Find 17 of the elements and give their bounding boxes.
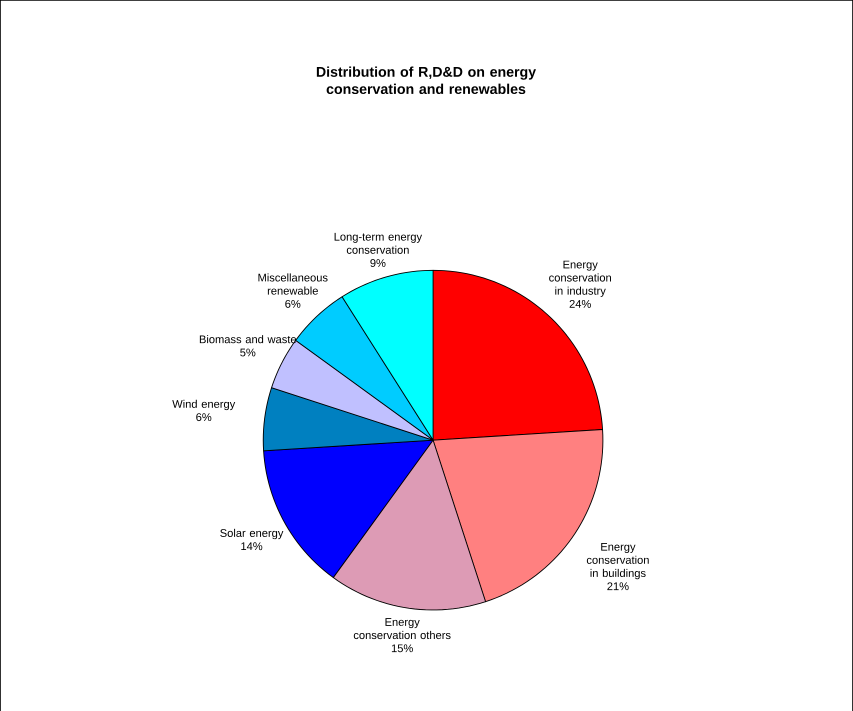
data-label: 5% xyxy=(240,348,256,356)
slice-label: Energy conservation others xyxy=(354,618,451,639)
data-label: 6% xyxy=(285,300,300,308)
slice-label: Miscellaneous renewable xyxy=(258,273,328,294)
slice-label: Wind energy xyxy=(172,400,236,410)
data-label: 6% xyxy=(196,412,212,421)
data-label: 15% xyxy=(392,644,413,652)
data-label: 14% xyxy=(241,542,262,550)
slice-label: Long-term energy conservation xyxy=(334,232,422,254)
data-label: 21% xyxy=(607,582,629,590)
chart-title: Distribution of R,D&D on energy conservation and renewables xyxy=(316,66,536,94)
data-label: 24% xyxy=(570,300,591,308)
slice-label: Energy conservation in industry xyxy=(549,260,611,297)
slice-label: Solar energy xyxy=(220,528,284,539)
slice-label: Energy conservation in buildings xyxy=(586,542,649,579)
data-label: 9% xyxy=(370,258,386,267)
slice-label: Biomass and waste xyxy=(200,334,296,344)
